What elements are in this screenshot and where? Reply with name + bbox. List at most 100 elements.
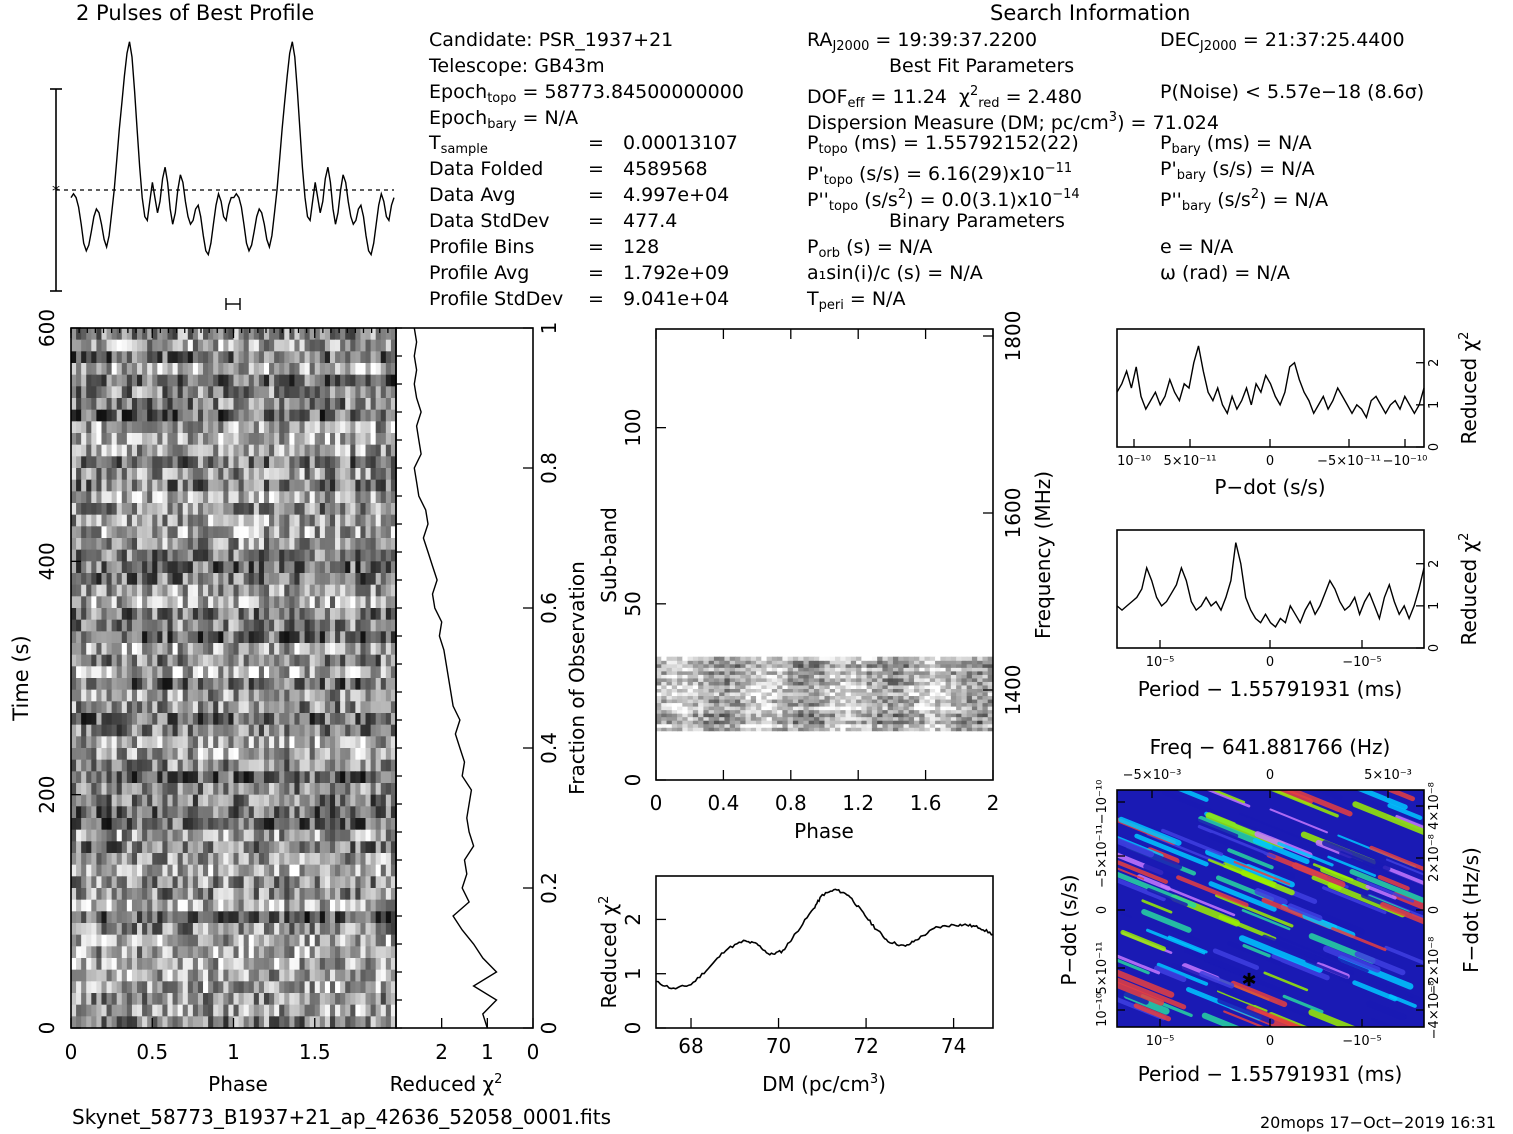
subband-cell [767,724,773,728]
time-phase-cell [157,643,163,655]
time-phase-cell [340,911,346,923]
time-phase-cell [213,643,219,655]
time-phase-cell [376,701,382,713]
time-phase-cell [244,398,250,410]
subband-cell [656,688,662,692]
time-phase-cell [132,876,138,888]
time-phase-cell [269,853,275,865]
time-phase-cell [264,818,270,830]
subband-cell [967,685,973,689]
time-phase-cell [360,701,366,713]
time-phase-cell [213,690,219,702]
time-phase-cell [162,760,168,772]
time-phase-cell [294,783,300,795]
subband-cell [772,699,778,703]
time-phase-cell [355,771,361,783]
subband-cell [940,727,946,731]
time-phase-cell [142,1016,148,1028]
time-phase-cell [162,690,168,702]
time-phase-cell [335,386,341,398]
time-phase-cell [86,888,92,900]
time-phase-cell [213,573,219,585]
time-phase-cell [228,340,234,352]
subband-cell [693,727,699,731]
time-phase-cell [193,771,199,783]
time-phase-cell [117,958,123,970]
time-phase-cell [173,596,179,608]
time-phase-cell [254,736,260,748]
time-phase-cell [173,853,179,865]
time-phase-cell [335,783,341,795]
time-phase-cell [218,876,224,888]
subband-cell [830,717,836,721]
time-phase-cell [386,526,392,538]
time-phase-cell [300,445,306,457]
subband-cell [688,720,694,724]
time-phase-cell [188,678,194,690]
time-phase-cell [254,935,260,947]
subband-cell [772,706,778,710]
subband-cell [746,678,752,682]
time-phase-cell [117,806,123,818]
time-phase-cell [289,456,295,468]
time-phase-cell [279,433,285,445]
time-phase-cell [193,585,199,597]
time-phase-cell [366,900,372,912]
subband-cell [756,681,762,685]
time-phase-cell [305,561,311,573]
time-phase-cell [173,608,179,620]
time-phase-cell [157,713,163,725]
time-phase-cell [218,468,224,480]
time-phase-cell [213,561,219,573]
time-phase-cell [76,561,82,573]
time-phase-cell [381,433,387,445]
time-phase-cell [254,818,260,830]
time-phase-cell [310,386,316,398]
time-phase-cell [71,748,77,760]
time-phase-cell [142,935,148,947]
time-phase-cell [91,456,97,468]
time-phase-cell [350,1016,356,1028]
time-phase-cell [213,923,219,935]
time-phase-cell [310,970,316,982]
time-phase-cell [355,538,361,550]
subband-cell [761,695,767,699]
subband-cell [740,685,746,689]
time-phase-cell [254,725,260,737]
time-phase-cell [340,923,346,935]
time-phase-cell [188,865,194,877]
time-phase-cell [218,853,224,865]
time-phase-cell [76,946,82,958]
time-phase-cell [345,958,351,970]
time-phase-cell [178,620,184,632]
subband-cell [661,681,667,685]
subband-cell [977,685,983,689]
time-phase-cell [193,1016,199,1028]
time-phase-cell [294,911,300,923]
subband-cell [730,706,736,710]
time-phase-cell [162,1005,168,1017]
time-phase-cell [122,480,128,492]
time-phase-cell [371,713,377,725]
time-phase-cell [371,585,377,597]
time-phase-cell [320,421,326,433]
time-phase-cell [147,468,153,480]
time-phase-cell [335,375,341,387]
time-phase-cell [183,655,189,667]
time-phase-cell [289,585,295,597]
time-phase-cell [360,725,366,737]
subband-cell [714,681,720,685]
subband-cell [777,727,783,731]
time-phase-cell [223,865,229,877]
time-phase-cell [310,421,316,433]
time-phase-cell [310,923,316,935]
time-phase-cell [112,841,118,853]
time-phase-cell [310,853,316,865]
subband-cell [819,678,825,682]
time-phase-cell [198,421,204,433]
time-phase-cell [167,900,173,912]
time-phase-cell [289,946,295,958]
time-phase-cell [147,725,153,737]
time-phase-cell [259,806,265,818]
time-phase-cell [173,795,179,807]
